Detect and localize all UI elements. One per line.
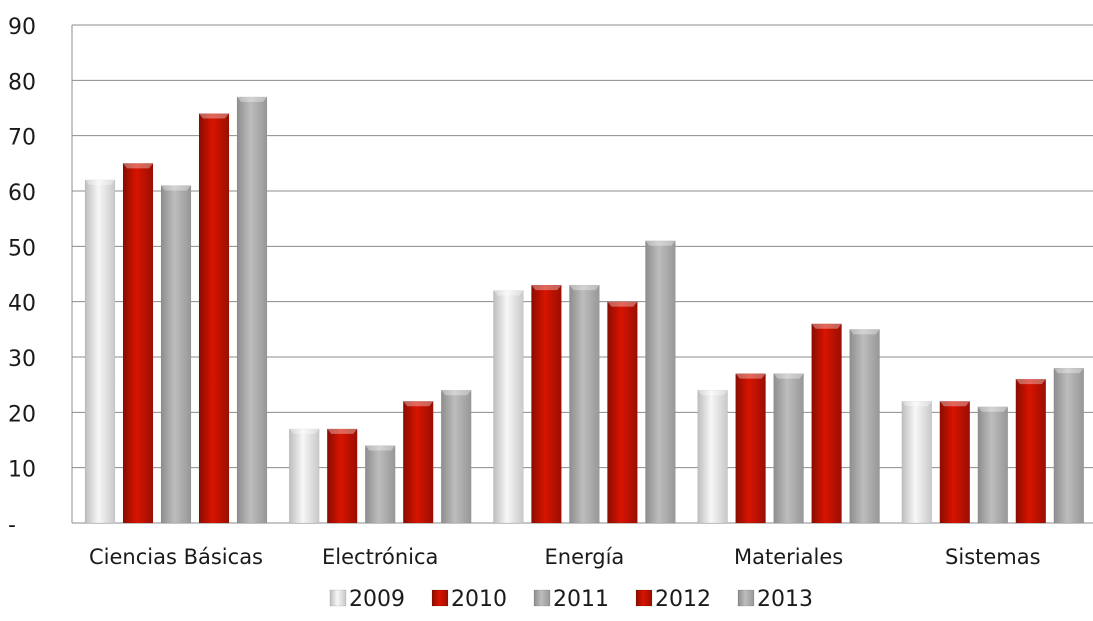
bar-top-bevel [773,373,804,379]
bar-top-bevel [939,401,970,407]
bar [849,329,880,524]
x-tick-label: Energía [545,545,625,569]
x-tick-label: Sistemas [945,545,1041,569]
bar-top-bevel [977,406,1008,412]
bar-top-bevel [441,390,472,396]
bar-top-bevel [493,290,524,296]
bar [440,389,472,524]
y-tick-label: 90 [8,15,36,40]
legend-swatch [431,589,449,607]
bar-top-bevel [237,96,267,102]
x-tick-label: Materiales [734,545,843,569]
bar-top-bevel [811,323,842,329]
bar-top-bevel [849,329,880,335]
y-tick-label: 60 [8,181,36,206]
legend: 2009 2010 2011 2012 2013 [329,587,813,612]
bar-top-bevel [289,428,320,434]
legend-label: 2011 [553,587,609,612]
bar [198,113,230,524]
bar [1015,378,1047,524]
bar [288,428,320,524]
bar-top-bevel [607,301,638,307]
bar [493,290,524,524]
legend-swatch [737,589,755,607]
bar-top-bevel [161,185,191,191]
bar-top-bevel [645,240,676,246]
legend-label: 2013 [757,587,813,612]
bar [364,445,396,524]
bar-top-bevel [403,401,434,407]
bar-top-bevel [327,428,358,434]
y-tick-label: 80 [8,70,36,95]
bar [773,373,804,524]
x-tick-labels: Ciencias Básicas Electrónica Energía Materi… [89,545,1041,569]
bar-top-bevel [123,163,153,169]
legend-label: 2010 [451,587,507,612]
x-tick-label: Ciencias Básicas [89,545,263,569]
bar [531,284,562,524]
bar [977,406,1009,524]
bar [569,284,600,524]
bar-top-bevel [1015,379,1046,385]
y-tick-label: 70 [8,126,36,151]
legend-label: 2009 [349,587,405,612]
bar [645,240,676,524]
bars [84,96,1085,524]
bar-top-bevel [531,285,562,291]
bar [939,401,971,524]
bar-top-bevel [901,401,932,407]
bar [122,163,154,524]
bar [236,96,268,524]
legend-label: 2012 [655,587,711,612]
bar [160,185,192,524]
y-tick-label: - [8,513,16,538]
bar [735,373,766,524]
y-tick-labels: - 10 20 30 40 50 60 70 80 90 [8,15,36,538]
legend-swatch [533,589,551,607]
bar-top-bevel [735,373,766,379]
y-tick-label: 20 [8,402,36,427]
bar [811,323,842,524]
legend-swatch [329,589,347,607]
x-tick-label: Electrónica [322,545,438,569]
bar [402,401,434,524]
bar [326,428,358,524]
bar-top-bevel [85,179,115,185]
y-tick-label: 50 [8,236,36,261]
bar [607,301,638,524]
bar-top-bevel [365,445,396,451]
y-tick-label: 10 [8,458,36,483]
y-tick-label: 30 [8,347,36,372]
bar-top-bevel [199,113,229,119]
bar-top-bevel [569,285,600,291]
bar-top-bevel [697,390,728,396]
bar [697,389,728,524]
bar-top-bevel [1053,368,1084,374]
y-tick-label: 40 [8,292,36,317]
bar [901,401,933,524]
bar [84,179,116,524]
legend-swatch [635,589,653,607]
bar [1053,367,1085,524]
